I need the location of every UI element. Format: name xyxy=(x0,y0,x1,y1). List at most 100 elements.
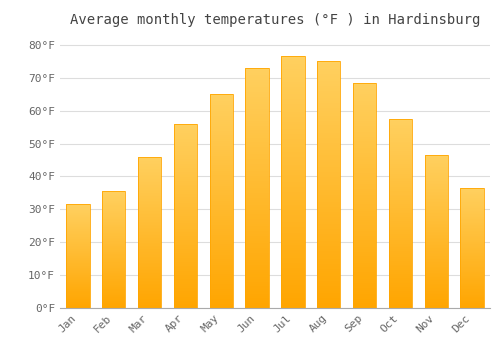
Bar xyxy=(66,284,90,285)
Bar xyxy=(389,240,412,242)
Bar xyxy=(460,265,483,266)
Bar xyxy=(210,96,233,98)
Bar xyxy=(174,181,197,183)
Bar xyxy=(66,256,90,257)
Bar xyxy=(102,251,126,252)
Bar xyxy=(66,229,90,230)
Bar xyxy=(424,244,448,245)
Bar xyxy=(424,287,448,288)
Bar xyxy=(317,118,340,120)
Bar xyxy=(246,164,268,166)
Bar xyxy=(389,276,412,278)
Bar xyxy=(138,273,161,275)
Bar xyxy=(282,61,304,64)
Bar xyxy=(210,289,233,291)
Bar xyxy=(66,286,90,287)
Bar xyxy=(389,285,412,287)
Bar xyxy=(246,123,268,126)
Bar xyxy=(424,270,448,271)
Bar xyxy=(389,214,412,215)
Bar xyxy=(460,210,483,211)
Bar xyxy=(246,157,268,159)
Bar xyxy=(460,230,483,231)
Bar xyxy=(210,244,233,246)
Bar xyxy=(138,299,161,300)
Bar xyxy=(282,240,304,243)
Bar xyxy=(138,170,161,172)
Bar xyxy=(282,243,304,245)
Bar xyxy=(174,126,197,127)
Bar xyxy=(424,176,448,178)
Bar xyxy=(66,272,90,273)
Bar xyxy=(317,192,340,195)
Bar xyxy=(424,250,448,251)
Bar xyxy=(353,94,376,96)
Bar xyxy=(424,261,448,262)
Bar xyxy=(460,246,483,247)
Bar xyxy=(460,255,483,257)
Bar xyxy=(460,292,483,294)
Bar xyxy=(210,304,233,306)
Bar xyxy=(389,251,412,253)
Bar xyxy=(424,238,448,239)
Bar xyxy=(138,296,161,298)
Bar xyxy=(353,258,376,261)
Bar xyxy=(246,130,268,133)
Bar xyxy=(353,126,376,128)
Bar xyxy=(460,286,483,288)
Bar xyxy=(389,208,412,210)
Bar xyxy=(353,123,376,126)
Bar xyxy=(282,170,304,172)
Bar xyxy=(282,152,304,154)
Bar xyxy=(66,264,90,265)
Bar xyxy=(424,170,448,172)
Bar xyxy=(246,277,268,279)
Bar xyxy=(102,292,126,293)
Bar xyxy=(66,299,90,300)
Bar xyxy=(210,242,233,244)
Bar xyxy=(389,268,412,270)
Bar xyxy=(353,105,376,107)
Bar xyxy=(460,229,483,230)
Bar xyxy=(102,262,126,264)
Bar xyxy=(102,236,126,237)
Bar xyxy=(246,178,268,181)
Bar xyxy=(138,266,161,267)
Bar xyxy=(317,229,340,232)
Bar xyxy=(317,278,340,281)
Bar xyxy=(424,224,448,225)
Bar xyxy=(138,291,161,293)
Bar xyxy=(246,190,268,193)
Bar xyxy=(460,279,483,280)
Bar xyxy=(353,139,376,141)
Bar xyxy=(246,176,268,178)
Bar xyxy=(66,252,90,253)
Bar xyxy=(317,219,340,222)
Bar xyxy=(138,190,161,191)
Bar xyxy=(317,84,340,86)
Bar xyxy=(174,279,197,280)
Bar xyxy=(246,229,268,231)
Bar xyxy=(353,286,376,288)
Bar xyxy=(102,274,126,275)
Bar xyxy=(460,262,483,264)
Bar xyxy=(138,187,161,188)
Bar xyxy=(353,281,376,283)
Bar xyxy=(282,253,304,255)
Bar xyxy=(102,191,126,193)
Bar xyxy=(138,202,161,204)
Bar xyxy=(66,246,90,247)
Bar xyxy=(102,270,126,271)
Bar xyxy=(174,222,197,223)
Bar xyxy=(424,268,448,270)
Bar xyxy=(174,152,197,153)
Bar xyxy=(102,198,126,200)
Bar xyxy=(424,210,448,212)
Bar xyxy=(174,210,197,212)
Bar xyxy=(317,170,340,172)
Bar xyxy=(210,144,233,146)
Bar xyxy=(246,68,268,70)
Bar xyxy=(353,98,376,101)
Bar xyxy=(389,261,412,262)
Bar xyxy=(282,77,304,79)
